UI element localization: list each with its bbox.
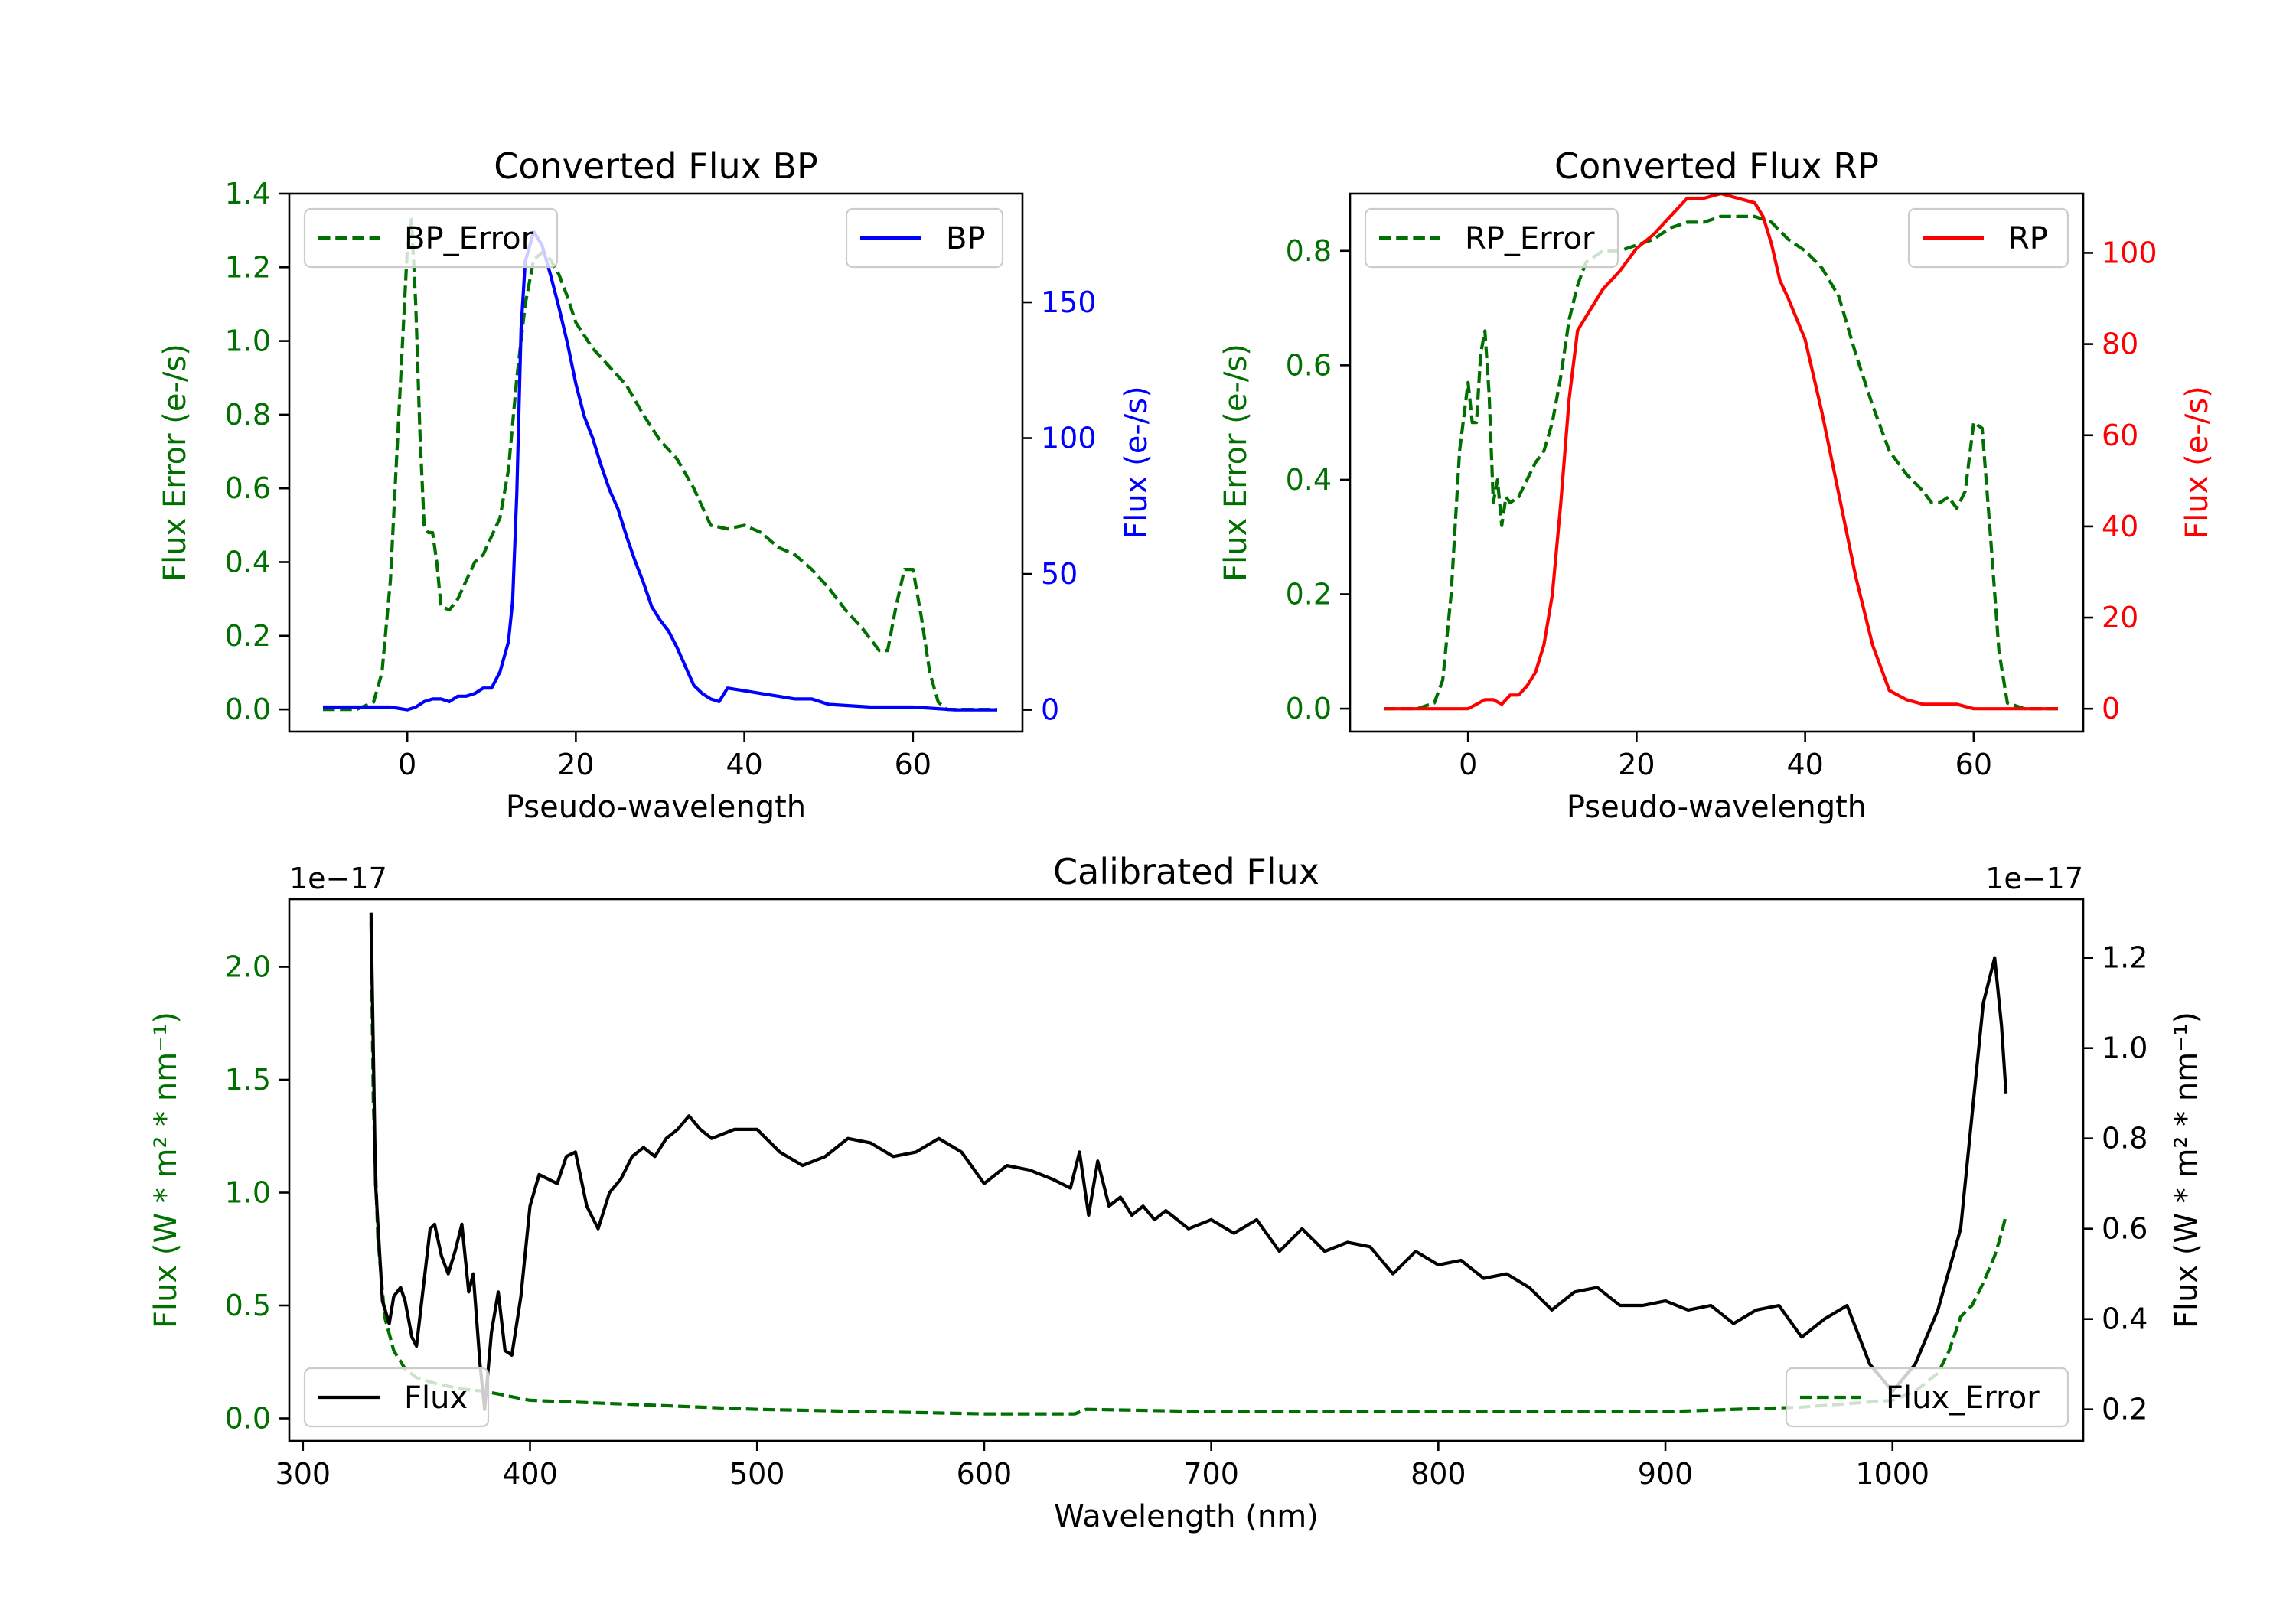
bp-left-y-tick-label: 0.8 xyxy=(225,398,271,432)
rp-x-tick-label: 20 xyxy=(1618,748,1655,781)
bp-x-tick-label: 60 xyxy=(895,748,931,781)
rp-right-y-tick-label: 60 xyxy=(2102,419,2138,452)
rp-x-axis-label: Pseudo-wavelength xyxy=(1567,790,1867,825)
bp-x-tick-label: 0 xyxy=(398,748,416,781)
bp-legend-bp: BP xyxy=(845,207,1004,269)
bp-right-y-tick-label: 50 xyxy=(1041,557,1078,591)
bp-chart: Converted Flux BP 0 20 40 60 0.0 0.2 0.4 0.6 0.8 1… xyxy=(158,145,1154,825)
rp-series-rp xyxy=(1384,194,2058,711)
rp-legend-rp-error: RP_Error xyxy=(1364,207,1619,269)
cal-left-y-tick-label: 0.5 xyxy=(225,1289,271,1322)
rp-right-y-tick-label: 100 xyxy=(2102,236,2157,269)
legend-box xyxy=(303,207,559,269)
cal-x-tick-label: 500 xyxy=(729,1457,785,1491)
rp-legend-rp: RP xyxy=(1907,207,2069,269)
rp-series-group xyxy=(1384,194,2058,711)
bp-right-y-tick-label: 100 xyxy=(1041,422,1097,455)
rp-axes-frame xyxy=(1349,192,2085,733)
legend-box xyxy=(1364,207,1619,269)
cal-x-tick-label: 400 xyxy=(502,1457,558,1491)
bp-right-y-tick-label: 150 xyxy=(1041,285,1097,319)
bp-left-y-tick-label: 1.2 xyxy=(225,250,271,284)
cal-left-y-tick-label: 1.5 xyxy=(225,1063,271,1097)
cal-series-flux xyxy=(369,912,2008,1411)
bp-right-y-tick-label: 0 xyxy=(1041,693,1059,727)
bp-legend-bp-error: BP_Error xyxy=(303,207,559,269)
rp-right-y-tick-label: 80 xyxy=(2102,328,2138,361)
cal-left-y-tick-label: 1.0 xyxy=(225,1176,271,1210)
legend-label: BP xyxy=(946,221,986,256)
cal-x-tick-label: 700 xyxy=(1183,1457,1239,1491)
rp-left-y-tick-label: 0.4 xyxy=(1286,463,1332,497)
cal-x-tick-label: 300 xyxy=(276,1457,331,1491)
bp-x-axis-label: Pseudo-wavelength xyxy=(506,790,806,825)
cal-right-y-tick-label: 0.6 xyxy=(2102,1212,2148,1246)
cal-right-y-tick-label: 1.0 xyxy=(2102,1032,2148,1065)
cal-chart: Calibrated Flux 300 400 500 600 700 800 900 1000… xyxy=(148,851,2204,1534)
bp-axes-frame xyxy=(288,192,1024,733)
cal-legend-flux: Flux xyxy=(303,1367,490,1428)
cal-series-group xyxy=(369,912,2008,1416)
rp-right-y-tick-label: 20 xyxy=(2102,601,2138,634)
bp-x-tick-label: 20 xyxy=(557,748,594,781)
rp-left-y-tick-label: 0.0 xyxy=(1286,692,1332,725)
legend-box xyxy=(1907,207,2069,269)
rp-left-y-tick-label: 0.2 xyxy=(1286,578,1332,611)
cal-left-y-tick-label: 0.0 xyxy=(225,1402,271,1436)
bp-left-y-tick-label: 1.0 xyxy=(225,324,271,358)
cal-x-tick-label: 1000 xyxy=(1855,1457,1929,1491)
rp-series-rp-error xyxy=(1384,214,2058,711)
rp-right-y-tick-label: 0 xyxy=(2102,692,2120,725)
legend-label: Flux xyxy=(404,1380,468,1416)
cal-right-y-tick-label: 0.2 xyxy=(2102,1393,2148,1426)
bp-x-tick-label: 40 xyxy=(726,748,762,781)
cal-right-offset-label: 1e−17 xyxy=(1985,862,2083,895)
cal-x-tick-label: 800 xyxy=(1411,1457,1466,1491)
legend-label: RP_Error xyxy=(1465,221,1595,256)
bp-series-group xyxy=(323,217,997,712)
bp-series-bp-error xyxy=(323,217,997,712)
bp-title: Converted Flux BP xyxy=(494,145,818,187)
rp-right-y-tick-label: 40 xyxy=(2102,510,2138,543)
rp-x-tick-label: 0 xyxy=(1459,748,1477,781)
cal-right-y-tick-label: 0.4 xyxy=(2102,1302,2148,1336)
legend-box xyxy=(1785,1367,2069,1428)
legend-label: RP xyxy=(2008,221,2048,256)
rp-left-y-tick-label: 0.6 xyxy=(1286,348,1332,382)
cal-x-tick-label: 900 xyxy=(1638,1457,1694,1491)
rp-title: Converted Flux RP xyxy=(1554,145,1879,187)
rp-x-tick-label: 60 xyxy=(1955,748,1992,781)
bp-series-bp xyxy=(323,230,997,712)
cal-right-y-tick-label: 1.2 xyxy=(2102,941,2148,975)
rp-right-y-axis-label: Flux (e-/s) xyxy=(2180,386,2215,539)
legend-box xyxy=(845,207,1004,269)
cal-x-tick-label: 600 xyxy=(957,1457,1013,1491)
cal-left-y-tick-label: 2.0 xyxy=(225,950,271,984)
bp-left-y-tick-label: 0.0 xyxy=(225,693,271,726)
bp-left-y-tick-label: 0.6 xyxy=(225,471,271,505)
bp-left-y-axis-label: Flux Error (e-/s) xyxy=(158,344,193,582)
bp-right-y-axis-label: Flux (e-/s) xyxy=(1119,386,1154,539)
cal-x-axis-label: Wavelength (nm) xyxy=(1054,1499,1319,1534)
cal-right-y-axis-label: Flux (W * m² * nm⁻¹) xyxy=(2169,1012,2204,1328)
rp-left-y-tick-label: 0.8 xyxy=(1286,234,1332,268)
bp-left-y-tick-label: 0.2 xyxy=(225,619,271,653)
bp-left-y-tick-label: 0.4 xyxy=(225,546,271,579)
legend-box xyxy=(303,1367,490,1428)
cal-title: Calibrated Flux xyxy=(1053,851,1319,892)
cal-left-offset-label: 1e−17 xyxy=(289,862,387,895)
legend-label: Flux_Error xyxy=(1886,1380,2040,1416)
legend-label: BP_Error xyxy=(404,221,534,256)
cal-axes-frame xyxy=(288,898,2085,1442)
rp-x-tick-label: 40 xyxy=(1786,748,1823,781)
cal-right-y-tick-label: 0.8 xyxy=(2102,1122,2148,1156)
bp-left-y-tick-label: 1.4 xyxy=(225,177,271,210)
cal-series-flux-error xyxy=(369,921,2008,1416)
cal-legend-flux-error: Flux_Error xyxy=(1785,1367,2069,1428)
rp-chart: Converted Flux RP 0 20 40 60 0.0 0.2 0.4 0.6 0.8 0… xyxy=(1218,145,2215,825)
rp-left-y-axis-label: Flux Error (e-/s) xyxy=(1218,344,1254,582)
cal-left-y-axis-label: Flux (W * m² * nm⁻¹) xyxy=(148,1012,184,1328)
